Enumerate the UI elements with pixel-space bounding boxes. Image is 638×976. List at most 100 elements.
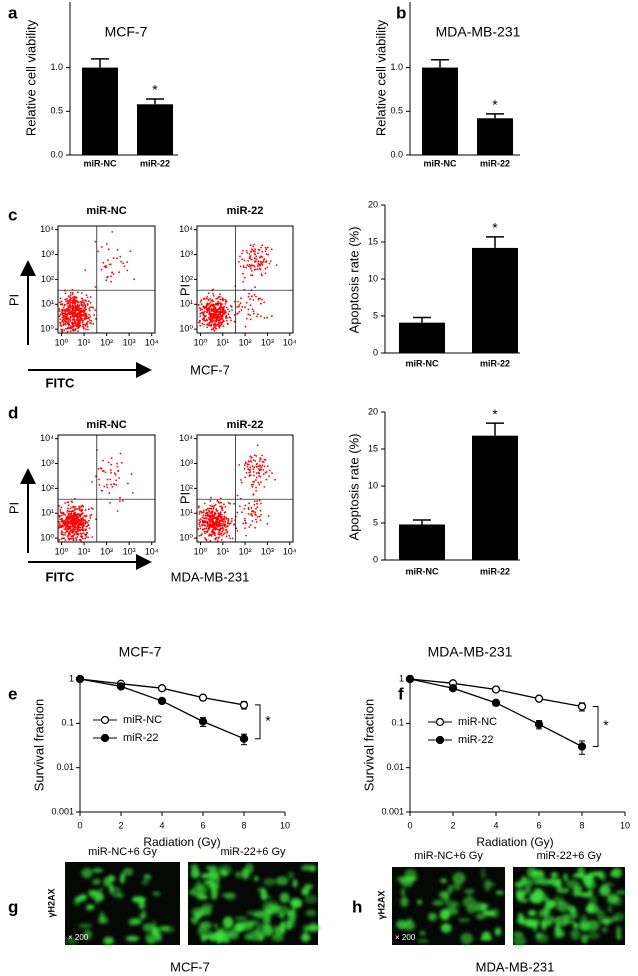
flow-event (209, 297, 212, 300)
flow-event (67, 521, 70, 524)
flow-event (218, 302, 221, 305)
cells (188, 863, 321, 944)
flow-event (257, 252, 259, 255)
flow-event (76, 304, 79, 306)
cell (117, 893, 124, 899)
flow-event (90, 513, 93, 516)
x-tick-label: miR-NC (424, 158, 457, 168)
flow-event (231, 309, 233, 311)
cell (227, 929, 233, 938)
flow-event (66, 321, 68, 323)
flow-event (209, 507, 212, 510)
cell (482, 904, 490, 909)
flow-event (72, 527, 75, 530)
y-axis-label: Apoptosis rate (%) (346, 434, 361, 541)
cell (599, 885, 611, 897)
flow-event (255, 486, 257, 489)
flow-event (213, 522, 216, 525)
point (157, 696, 167, 706)
flow-event (110, 471, 113, 474)
legend-marker (435, 735, 445, 745)
flow-event (200, 303, 203, 305)
flow-event (83, 309, 86, 312)
flow-event (116, 248, 119, 251)
cell (245, 863, 254, 874)
flow-event (214, 302, 217, 305)
point (239, 734, 249, 743)
cell (432, 900, 445, 906)
cell (566, 879, 580, 889)
x-tick-label: 10³ (261, 337, 274, 347)
cell (520, 876, 528, 886)
flow-event (228, 310, 231, 313)
flow-event (81, 517, 83, 520)
legend-label: miR-22 (458, 734, 493, 746)
flow-event (259, 465, 261, 468)
flow-event (94, 309, 97, 311)
flow-event (268, 262, 271, 265)
x-tick-label: 2 (450, 820, 455, 830)
cell (192, 917, 199, 925)
flow-event (251, 520, 254, 522)
cell (616, 935, 622, 940)
flow-event (110, 463, 113, 466)
flow-event (219, 525, 221, 527)
flow-event (204, 319, 207, 322)
flow-event (59, 301, 61, 304)
flow-event (212, 292, 215, 295)
cell (604, 915, 610, 928)
flow-event (71, 522, 73, 525)
bar (472, 247, 518, 353)
flow-event (222, 529, 225, 531)
cell (562, 913, 570, 920)
flow-event (244, 527, 246, 529)
flow-event (248, 253, 251, 255)
flow-event (72, 325, 75, 327)
y-tick-label: 0.0 (50, 149, 63, 159)
cell (463, 889, 475, 894)
flow-event (208, 310, 211, 313)
point (198, 717, 208, 726)
cell (122, 867, 134, 876)
flow-event (107, 248, 110, 251)
flow-event (107, 461, 110, 464)
cell (556, 900, 569, 912)
flow-event (242, 249, 244, 252)
flow-event (87, 320, 89, 323)
flow-event (76, 516, 78, 518)
flow-event (238, 310, 241, 313)
flow-event (213, 514, 216, 516)
flow-event (257, 248, 260, 251)
flow-event (237, 305, 240, 308)
flow-event (206, 524, 209, 526)
flow-event (222, 522, 224, 525)
flow-event (111, 231, 114, 233)
flow-event (98, 484, 101, 486)
x-tick-label: miR-22 (140, 158, 170, 168)
flow-event (214, 534, 216, 537)
flow-event (264, 471, 267, 474)
flow-event (236, 306, 239, 308)
flow-event (247, 507, 250, 509)
flow-event (255, 479, 257, 481)
flow-event (219, 295, 221, 298)
x-tick-label: 8 (241, 820, 246, 830)
bar (399, 524, 445, 560)
y-tick-label: 10 (368, 480, 378, 490)
flow-event (255, 255, 258, 258)
flow-event (249, 304, 252, 307)
flow-event (207, 514, 209, 517)
x-tick-label: 0 (77, 820, 82, 830)
flow-event (261, 244, 264, 247)
y-tick-label: 20 (368, 199, 378, 209)
flow-event (264, 272, 267, 275)
y-tick-label: 10⁰ (179, 533, 193, 543)
point (75, 674, 85, 684)
flow-event (238, 260, 240, 263)
flow-event (88, 313, 91, 316)
flow-event (91, 306, 93, 309)
flow-event (204, 310, 206, 313)
flow-event (74, 315, 76, 318)
flow-event (249, 257, 252, 260)
significance-bracket (255, 704, 261, 740)
